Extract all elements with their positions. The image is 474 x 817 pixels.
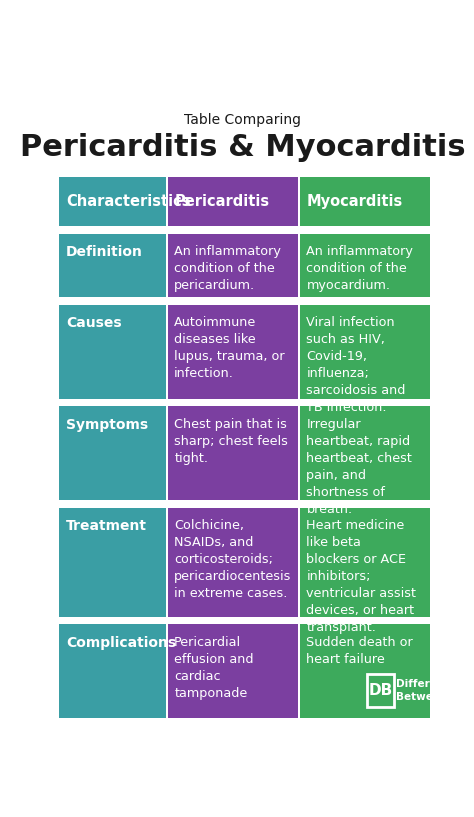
Text: Treatment: Treatment [66, 520, 147, 534]
Text: Irregular
heartbeat, rapid
heartbeat, chest
pain, and
shortness of
breath.: Irregular heartbeat, rapid heartbeat, ch… [307, 417, 412, 516]
Text: Between.net: Between.net [396, 692, 471, 702]
Text: Pericarditis & Myocarditis: Pericarditis & Myocarditis [20, 132, 466, 162]
Text: Pericarditis: Pericarditis [174, 194, 269, 209]
FancyBboxPatch shape [367, 674, 393, 707]
Text: Characteristics: Characteristics [66, 194, 191, 209]
FancyBboxPatch shape [168, 305, 298, 399]
FancyBboxPatch shape [168, 406, 298, 500]
FancyBboxPatch shape [300, 406, 430, 500]
Text: An inflammatory
condition of the
myocardium.: An inflammatory condition of the myocard… [307, 245, 413, 292]
FancyBboxPatch shape [168, 508, 298, 617]
FancyBboxPatch shape [59, 176, 166, 226]
FancyBboxPatch shape [168, 234, 298, 297]
Text: Chest pain that is
sharp; chest feels
tight.: Chest pain that is sharp; chest feels ti… [174, 417, 288, 465]
Text: Autoimmune
diseases like
lupus, trauma, or
infection.: Autoimmune diseases like lupus, trauma, … [174, 316, 285, 381]
FancyBboxPatch shape [59, 406, 166, 500]
FancyBboxPatch shape [300, 508, 430, 617]
FancyBboxPatch shape [300, 624, 430, 718]
Text: Table Comparing: Table Comparing [184, 113, 301, 127]
Text: DB: DB [368, 683, 392, 699]
Text: Heart medicine
like beta
blockers or ACE
inhibitors;
ventricular assist
devices,: Heart medicine like beta blockers or ACE… [307, 520, 417, 634]
FancyBboxPatch shape [59, 305, 166, 399]
Text: Symptoms: Symptoms [66, 417, 148, 431]
FancyBboxPatch shape [300, 234, 430, 297]
FancyBboxPatch shape [59, 624, 166, 718]
Text: Pericardial
effusion and
cardiac
tamponade: Pericardial effusion and cardiac tampona… [174, 636, 254, 700]
FancyBboxPatch shape [59, 508, 166, 617]
Text: Complications: Complications [66, 636, 176, 650]
Text: Difference: Difference [396, 680, 458, 690]
Text: An inflammatory
condition of the
pericardium.: An inflammatory condition of the pericar… [174, 245, 281, 292]
FancyBboxPatch shape [300, 176, 430, 226]
Text: Colchicine,
NSAIDs, and
corticosteroids;
pericardiocentesis
in extreme cases.: Colchicine, NSAIDs, and corticosteroids;… [174, 520, 292, 600]
Text: Viral infection
such as HIV,
Covid-19,
influenza;
sarcoidosis and
TB infection.: Viral infection such as HIV, Covid-19, i… [307, 316, 406, 414]
Text: Definition: Definition [66, 245, 143, 259]
FancyBboxPatch shape [300, 305, 430, 399]
Text: Myocarditis: Myocarditis [307, 194, 403, 209]
Text: Sudden death or
heart failure: Sudden death or heart failure [307, 636, 413, 666]
Text: Causes: Causes [66, 316, 121, 330]
FancyBboxPatch shape [168, 176, 298, 226]
FancyBboxPatch shape [59, 234, 166, 297]
FancyBboxPatch shape [168, 624, 298, 718]
